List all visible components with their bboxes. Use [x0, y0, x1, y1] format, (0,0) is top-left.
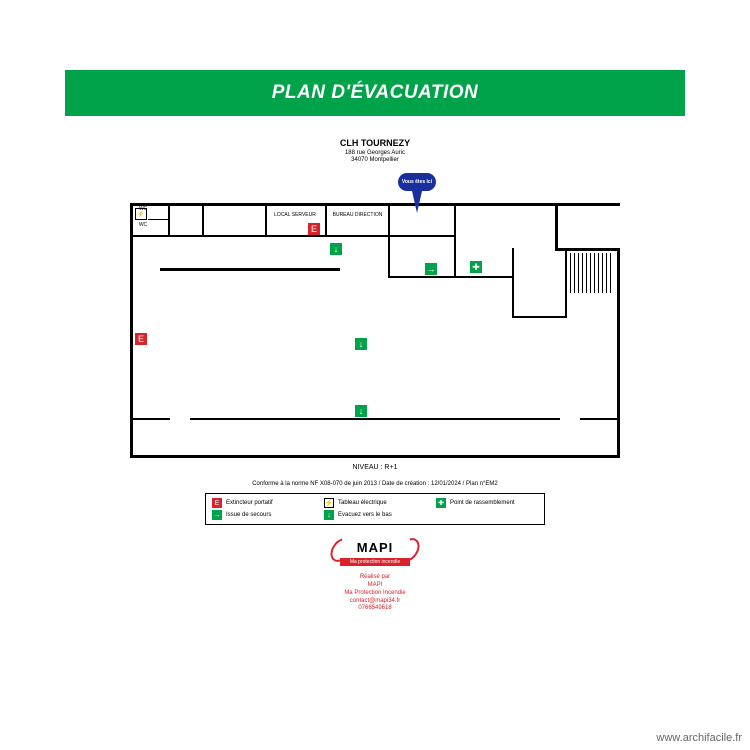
wall	[512, 316, 567, 318]
credit-line: MAPI	[65, 582, 685, 590]
wall	[565, 248, 567, 318]
legend-item: ↓ Evacuez vers le bas	[324, 510, 426, 520]
room-label: LOCAL SERVEUR	[270, 213, 320, 219]
mapi-logo: MAPI Ma protection incendie	[340, 539, 410, 566]
wall	[190, 418, 560, 420]
conformity-text: Conforme à la norme NF X08-070 de juin 2…	[65, 481, 685, 487]
logo-block: MAPI Ma protection incendie	[65, 539, 685, 568]
credit-line: Réalisé par	[65, 574, 685, 582]
legend-label: Point de rassemblement	[450, 500, 515, 506]
floorplan: ↓↓↓→✚EE⚡WCWCLOCAL SERVEURBUREAU DIRECTIO…	[130, 173, 620, 458]
wall	[168, 203, 170, 235]
wall	[160, 268, 340, 271]
you-are-here-marker: Vous êtes ici	[398, 173, 436, 191]
room-label: BUREAU DIRECTION	[330, 213, 385, 219]
wall	[580, 418, 620, 420]
safety-icon: E	[308, 223, 320, 235]
wall	[617, 248, 620, 458]
wall	[148, 219, 168, 220]
wall	[130, 235, 390, 237]
safety-icon: ↓	[355, 405, 367, 417]
wall	[388, 276, 456, 278]
wall	[325, 203, 327, 235]
watermark: www.archifacile.fr	[656, 732, 742, 744]
legend-label: Tableau électrique	[338, 500, 387, 506]
legend-icon: ✚	[436, 498, 446, 508]
legend-icon: →	[212, 510, 222, 520]
credit-line: Ma Protection Incendie	[65, 590, 685, 598]
legend-item: → Issue de secours	[212, 510, 314, 520]
room-label: WC	[136, 207, 150, 213]
arrow-down-icon	[412, 191, 422, 213]
wall	[130, 418, 170, 420]
safety-icon: ↓	[330, 243, 342, 255]
wall	[555, 203, 558, 251]
room-label: WC	[136, 223, 150, 229]
wall	[454, 276, 514, 278]
logo-text: MAPI	[357, 540, 394, 555]
level-label: NIVEAU : R+1	[65, 464, 685, 471]
building-name: CLH TOURNEZY	[65, 138, 685, 150]
wall	[512, 248, 514, 318]
legend-label: Extincteur portatif	[226, 500, 273, 506]
credit-line: 0766549618	[65, 605, 685, 613]
legend-item: ⚡ Tableau électrique	[324, 498, 426, 508]
wall	[265, 203, 267, 235]
building-info: CLH TOURNEZY 188 rue Georges Auric 34070…	[65, 138, 685, 165]
wall	[202, 203, 204, 235]
header-bar: PLAN D'ÉVACUATION	[65, 70, 685, 116]
safety-icon: ↓	[355, 338, 367, 350]
address-1: 188 rue Georges Auric	[65, 150, 685, 158]
address-2: 34070 Montpellier	[65, 157, 685, 165]
credits: Réalisé par MAPI Ma Protection Incendie …	[65, 574, 685, 613]
safety-icon: ✚	[470, 261, 482, 273]
legend-label: Issue de secours	[226, 512, 271, 518]
legend-item: ✚ Point de rassemblement	[436, 498, 538, 508]
legend-icon: ⚡	[324, 498, 334, 508]
wall	[388, 235, 456, 237]
legend-label: Evacuez vers le bas	[338, 512, 392, 518]
wall	[130, 455, 620, 458]
header-title: PLAN D'ÉVACUATION	[272, 82, 479, 104]
wall	[388, 203, 390, 278]
legend-icon: E	[212, 498, 222, 508]
legend-box: E Extincteur portatif ⚡ Tableau électrique ✚…	[205, 493, 545, 525]
credit-line: contact@mapi34.fr	[65, 598, 685, 606]
legend-item: E Extincteur portatif	[212, 498, 314, 508]
wall	[454, 203, 456, 278]
safety-icon: E	[135, 333, 147, 345]
safety-icon: →	[425, 263, 437, 275]
stairs-icon	[570, 253, 614, 293]
legend-icon: ↓	[324, 510, 334, 520]
